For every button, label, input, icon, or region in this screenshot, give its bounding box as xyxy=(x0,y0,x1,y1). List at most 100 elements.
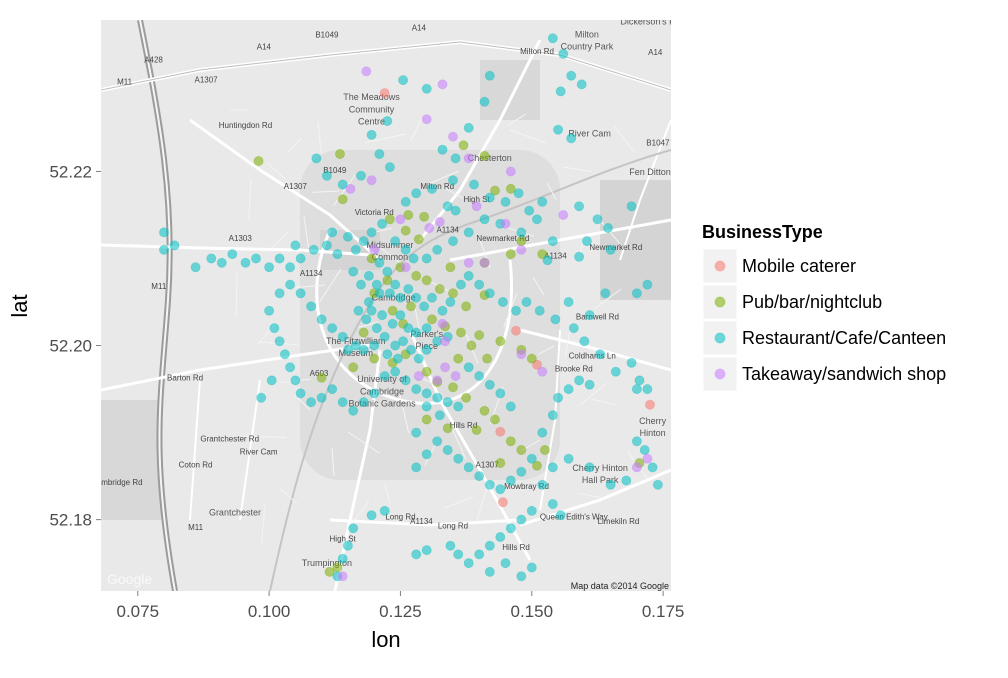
data-point xyxy=(419,211,430,222)
street-line xyxy=(317,121,322,152)
map-road-label: A14 xyxy=(648,48,663,57)
data-point xyxy=(374,257,385,268)
data-point xyxy=(461,392,472,403)
data-point xyxy=(471,424,482,435)
data-point xyxy=(432,392,443,403)
data-point xyxy=(547,498,558,509)
map-road-label: B1047 xyxy=(646,138,670,147)
data-point xyxy=(605,244,616,255)
data-point xyxy=(555,510,566,521)
data-point xyxy=(426,183,437,194)
data-point xyxy=(400,196,411,207)
data-point xyxy=(421,388,432,399)
data-point xyxy=(387,318,398,329)
data-point xyxy=(274,336,285,347)
data-point xyxy=(581,236,592,247)
data-point xyxy=(574,251,585,262)
map-road-label: M11 xyxy=(117,77,133,86)
data-point xyxy=(274,253,285,264)
data-point xyxy=(526,353,537,364)
map-place-label: Centre xyxy=(358,116,385,126)
data-point xyxy=(626,201,637,212)
data-point xyxy=(348,266,359,277)
data-point xyxy=(547,410,558,421)
data-point xyxy=(479,257,490,268)
data-point xyxy=(437,305,448,316)
map-road-label: Queen Edith's Way xyxy=(540,513,608,522)
street-line xyxy=(303,215,309,248)
data-point xyxy=(432,375,443,386)
data-point xyxy=(366,510,377,521)
data-point xyxy=(463,558,474,569)
data-point xyxy=(306,301,317,312)
data-point xyxy=(495,457,506,468)
data-point xyxy=(392,353,403,364)
data-point xyxy=(413,234,424,245)
data-point xyxy=(516,444,527,455)
data-point xyxy=(489,185,500,196)
data-point xyxy=(327,227,338,238)
map-place-label: Grantchester xyxy=(209,507,261,517)
map-labels: Milton Country Park Dickerson's Pit The Mea… xyxy=(101,20,671,568)
street-line xyxy=(384,484,391,504)
street-line xyxy=(428,170,460,185)
map-road-label: Newmarket Rd xyxy=(476,234,529,243)
data-point xyxy=(484,70,495,81)
street-line xyxy=(333,174,356,206)
data-point xyxy=(358,397,369,408)
data-point xyxy=(256,392,267,403)
street-line xyxy=(442,186,464,199)
data-point xyxy=(516,466,527,477)
map-road-label: M11 xyxy=(188,523,204,532)
data-point xyxy=(495,532,506,543)
data-point xyxy=(647,462,658,473)
data-point xyxy=(337,571,348,582)
map-road-label: Newmarket Rd xyxy=(589,243,642,252)
data-point xyxy=(426,292,437,303)
data-point xyxy=(484,540,495,551)
data-point xyxy=(516,227,527,238)
data-point xyxy=(369,353,380,364)
data-point xyxy=(403,323,414,334)
data-point xyxy=(505,475,516,486)
data-point xyxy=(411,549,422,560)
data-point xyxy=(345,183,356,194)
data-point xyxy=(350,340,361,351)
data-point xyxy=(466,340,477,351)
data-point xyxy=(158,227,169,238)
plot-panel: Milton Country Park Dickerson's Pit The Mea… xyxy=(101,20,671,591)
data-point xyxy=(584,462,595,473)
data-point xyxy=(390,366,401,377)
data-point xyxy=(240,257,251,268)
series-mobile-caterer xyxy=(379,88,656,508)
data-point xyxy=(455,327,466,338)
data-point xyxy=(642,384,653,395)
road-barton xyxy=(101,343,371,392)
street-line xyxy=(331,447,335,476)
road-newmarket xyxy=(449,218,671,262)
map-road-label: Coldhams Ln xyxy=(569,352,616,361)
data-point xyxy=(264,262,275,273)
data-point xyxy=(474,279,485,290)
x-axis-title: lon xyxy=(371,627,400,652)
data-point xyxy=(190,262,201,273)
street-line xyxy=(443,496,474,509)
map-road-label: Hills Rd xyxy=(450,421,478,430)
data-point xyxy=(440,336,451,347)
data-point xyxy=(516,349,527,360)
data-point xyxy=(526,505,537,516)
data-point xyxy=(463,462,474,473)
street-line xyxy=(537,345,555,355)
legend: BusinessType Mobile caterer Pub/bar/night… xyxy=(702,222,946,392)
data-point xyxy=(495,484,506,495)
map-place-label: Midsummer xyxy=(366,240,413,250)
road-mowbray xyxy=(539,329,561,511)
data-point xyxy=(337,194,348,205)
data-point xyxy=(495,388,506,399)
data-point xyxy=(532,214,543,225)
data-point xyxy=(534,305,545,316)
data-point xyxy=(421,449,432,460)
data-point xyxy=(458,140,469,151)
data-point xyxy=(547,462,558,473)
street-line xyxy=(364,133,407,144)
